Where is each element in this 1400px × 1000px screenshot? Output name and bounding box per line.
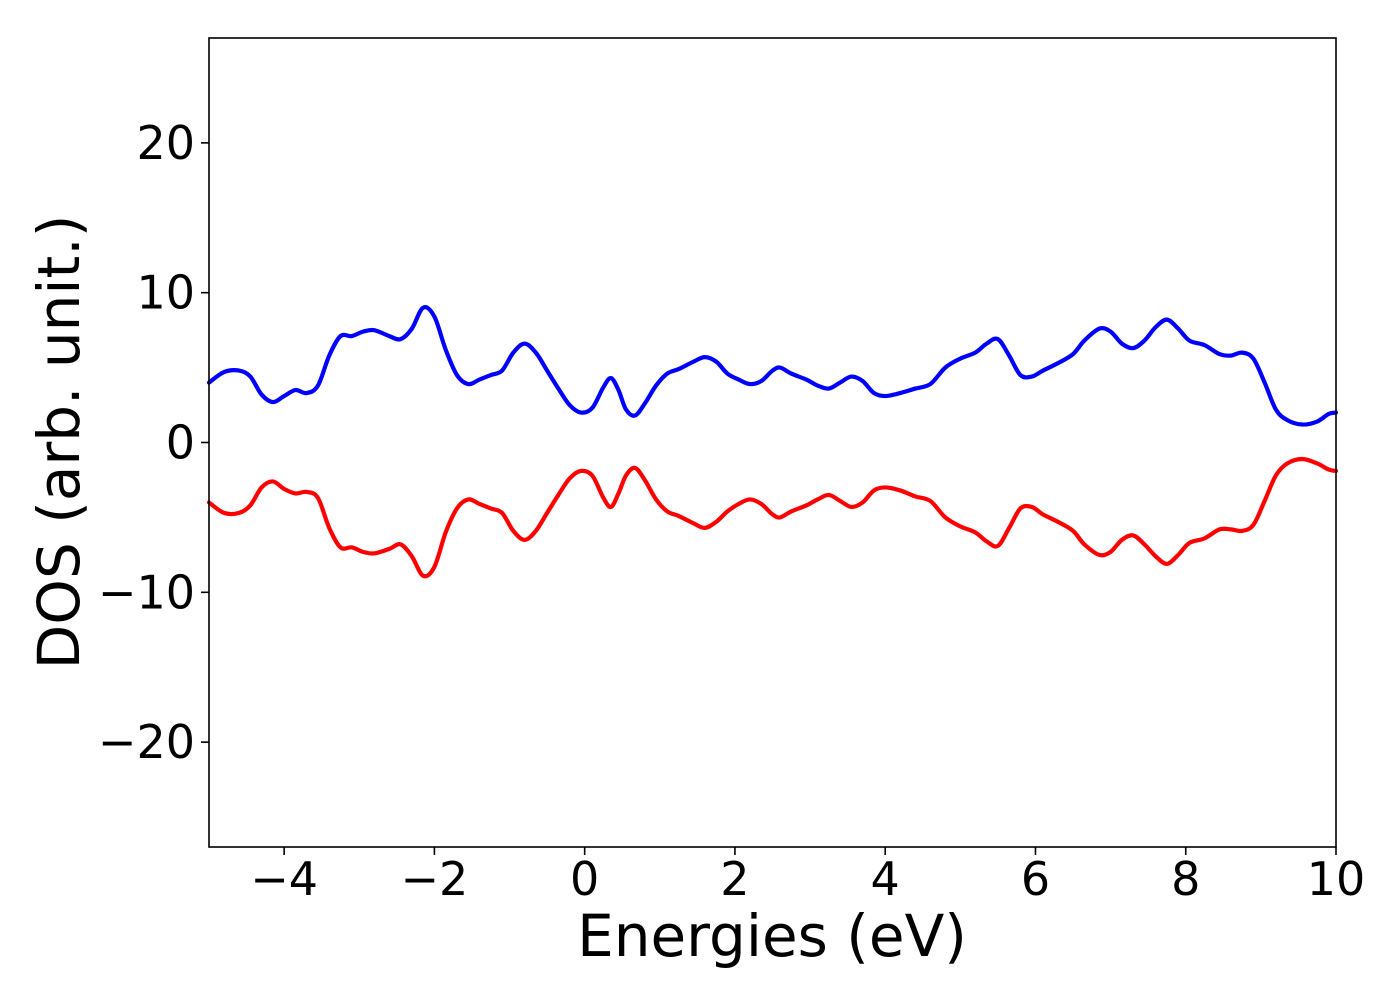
plot-frame <box>208 37 1337 848</box>
x-tick-label: 8 <box>1171 852 1200 906</box>
y-tick-label: −20 <box>98 715 195 769</box>
x-tick-label: 0 <box>570 852 599 906</box>
series-line-1 <box>206 456 1339 579</box>
x-axis-ticks: −4 −2 0 2 4 6 8 10 <box>250 847 1365 906</box>
x-tick-label: 2 <box>720 852 749 906</box>
series-layer <box>206 305 1339 579</box>
y-tick-label: 20 <box>136 116 195 170</box>
series-line-0 <box>206 305 1339 427</box>
y-tick-label: 10 <box>136 266 195 320</box>
x-tick-label: −2 <box>400 852 468 906</box>
x-tick-label: 10 <box>1307 852 1366 906</box>
x-tick-label: 6 <box>1021 852 1050 906</box>
y-axis-ticks: −20 −10 0 10 20 <box>98 116 209 769</box>
x-axis-label: Energies (eV) <box>577 902 967 970</box>
x-tick-label: 4 <box>871 852 900 906</box>
x-tick-label: −4 <box>250 852 318 906</box>
y-tick-label: −10 <box>98 565 195 619</box>
y-tick-label: 0 <box>166 416 195 470</box>
y-axis-label: DOS (arb. unit.) <box>25 215 93 670</box>
